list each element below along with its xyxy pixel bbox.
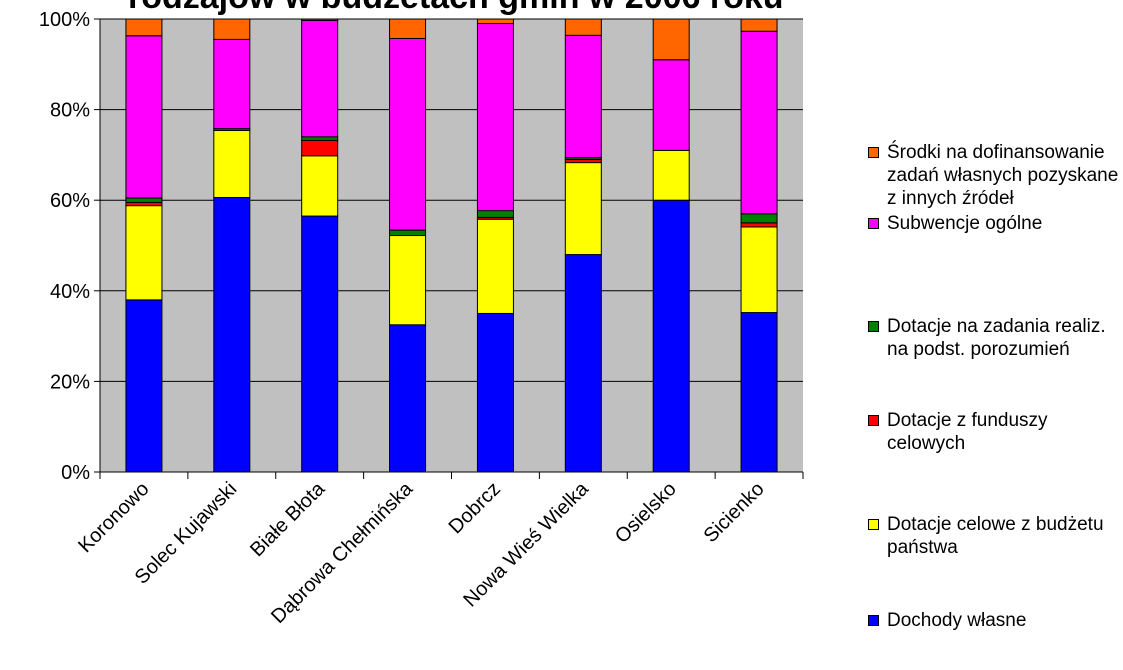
bar-segment-0-5 [125,18,163,37]
x-tick-label: Sicienko [700,478,769,547]
legend-label-fundusze: Dotacje z funduszy celowych [887,410,1048,454]
legend-swatch-porozumienia [868,321,879,332]
legend-swatch-subwencje [868,218,879,229]
y-tick-label: 100% [39,9,90,31]
bar-segment-6-0 [652,199,690,473]
bar-segment-2-2 [301,139,339,157]
bar-segment-0-4 [125,35,163,199]
bar-segment-7-4 [740,30,778,215]
bar-segment-2-4 [301,19,339,138]
x-tick-label: Dobrcz [445,478,505,538]
bar-segment-5-4 [564,34,602,159]
x-tick-label: Osielsko [611,478,681,548]
legend-label-porozumienia: Dotacje na zadania realiz. na podst. por… [887,316,1106,360]
x-tick-label: Dąbrowa Chełmińska [267,477,418,628]
y-tick-label: 80% [50,100,90,122]
bar-segment-5-0 [564,254,602,473]
bar-segment-6-1 [652,149,690,201]
bar-segment-2-3 [301,136,339,141]
bar-segment-3-5 [389,18,427,39]
bar-segment-3-0 [389,324,427,473]
legend-label-srodki: Środki na dofinansowanie zadań własnych … [887,142,1119,209]
bar-segment-6-4 [652,59,690,151]
bar-segment-4-4 [476,23,514,212]
y-tick-label: 20% [50,371,90,393]
bar-segment-4-0 [476,312,514,473]
bar-segment-3-3 [389,229,427,237]
bar-segment-7-5 [740,18,778,32]
bar-segment-6-5 [652,18,690,61]
bar-segment-7-0 [740,312,778,473]
x-tick-label: Białe Błota [246,477,330,561]
y-tick-label: 40% [50,281,90,303]
legend-swatch-dochody [868,615,879,626]
bar-segment-4-3 [476,210,514,218]
plot-area [100,19,803,472]
bar-segment-0-3 [125,197,163,203]
legend: Środki na dofinansowanie zadań własnych … [868,0,1123,670]
bar-segment-3-1 [389,235,427,326]
bar-segment-7-2 [740,222,778,228]
bar-segment-2-0 [301,215,339,473]
bar-segment-0-0 [125,299,163,473]
bar-segment-4-1 [476,218,514,314]
bar-segment-5-1 [564,162,602,256]
bar-segment-1-4 [213,38,251,130]
bar-segment-2-5 [301,18,339,21]
bar-segment-1-5 [213,18,251,40]
y-tick-label: 60% [50,190,90,212]
bar-segment-4-5 [476,18,514,25]
legend-swatch-dotacje-celowe [868,519,879,530]
bar-segment-1-0 [213,196,251,473]
legend-label-subwencje: Subwencje ogólne [887,213,1043,234]
y-tick-label: 0% [61,462,90,484]
chart-title: rodzajów w budżetach gmin w 2006 roku [0,0,1123,17]
x-tick-label: Koronowo [74,478,153,557]
bar-segment-2-1 [301,155,339,217]
bar-segment-5-5 [564,18,602,36]
legend-label-dochody: Dochody własne [887,610,1027,631]
bar-segment-7-1 [740,226,778,314]
bar-segment-3-4 [389,37,427,231]
bar-segment-1-1 [213,129,251,198]
legend-swatch-srodki [868,147,879,158]
bar-segment-0-1 [125,205,163,301]
legend-label-dotacje-celowe: Dotacje celowe z budżetu państwa [887,514,1104,558]
legend-swatch-fundusze [868,415,879,426]
bar-segment-7-3 [740,213,778,224]
